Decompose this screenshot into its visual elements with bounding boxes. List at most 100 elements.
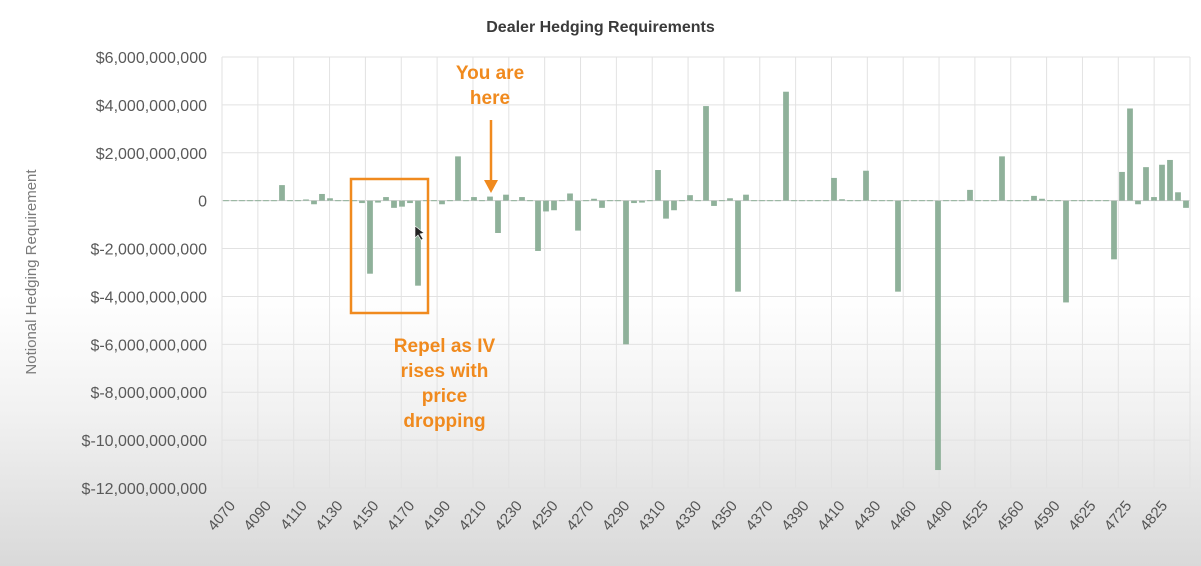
bar	[959, 200, 965, 202]
x-tick-label: 4370	[742, 498, 776, 534]
x-tick-label: 4150	[348, 498, 382, 534]
bar	[1167, 159, 1173, 201]
y-tick-label: $-10,000,000,000	[82, 433, 208, 450]
repel-highlight-box	[349, 177, 430, 315]
bar	[951, 200, 957, 202]
bar	[1151, 197, 1157, 201]
bar	[471, 197, 477, 201]
x-tick-label: 4625	[1065, 498, 1099, 534]
bar	[319, 193, 325, 201]
x-tick-label: 4460	[886, 498, 920, 534]
annotation-line: here	[469, 88, 511, 109]
x-tick-label: 4590	[1029, 498, 1063, 534]
bar	[943, 200, 949, 202]
bar	[271, 200, 277, 202]
bar	[527, 200, 533, 202]
bar	[655, 170, 661, 201]
x-tick-label: 4110	[277, 498, 311, 534]
bar	[423, 200, 429, 202]
x-tick-label: 4390	[778, 498, 812, 534]
bar	[631, 200, 637, 204]
bar	[895, 200, 901, 292]
bar	[343, 200, 349, 202]
bar	[487, 196, 493, 201]
bar	[583, 200, 589, 202]
x-tick-label: 4090	[240, 498, 274, 534]
bar	[751, 200, 757, 202]
bar	[927, 200, 933, 202]
bar	[855, 200, 861, 202]
bar	[647, 200, 653, 202]
bar	[327, 198, 333, 201]
x-tick-label: 4190	[420, 498, 454, 534]
bar	[903, 200, 909, 202]
bar	[711, 200, 717, 206]
bar	[287, 200, 293, 202]
bar	[759, 200, 765, 202]
x-tick-label: 4130	[312, 498, 346, 534]
mouse-cursor-icon	[414, 225, 425, 241]
bar	[783, 91, 789, 201]
bar	[975, 200, 981, 202]
bar	[263, 200, 269, 202]
annotation-line: dropping	[403, 411, 486, 432]
bar	[775, 200, 781, 202]
bar	[375, 200, 381, 203]
x-tick-label: 4525	[957, 498, 991, 534]
bar	[407, 200, 413, 204]
annotations	[349, 120, 498, 315]
annotation-line: Repel as IV	[393, 336, 496, 357]
bar	[839, 199, 845, 201]
bar	[367, 200, 373, 274]
x-tick-label: 4725	[1101, 498, 1135, 534]
x-tick-label: 4210	[456, 498, 490, 534]
bar	[311, 200, 317, 205]
bar	[1023, 200, 1029, 202]
bar	[295, 200, 301, 202]
bar	[567, 193, 573, 201]
bar	[623, 200, 629, 345]
x-tick-label: 4330	[671, 498, 705, 534]
bar	[967, 189, 973, 201]
y-tick-label: $6,000,000,000	[96, 50, 207, 67]
bar	[575, 200, 581, 231]
y-tick-label: $-6,000,000,000	[90, 337, 207, 354]
bar	[511, 200, 517, 202]
bar	[983, 200, 989, 202]
bar	[791, 200, 797, 202]
bar	[1175, 192, 1181, 201]
bar	[1055, 200, 1061, 202]
bar	[991, 200, 997, 202]
bar	[863, 170, 869, 201]
bar	[383, 197, 389, 201]
bar	[335, 200, 341, 202]
bar	[823, 200, 829, 202]
bar	[415, 200, 421, 286]
bar	[231, 200, 237, 202]
bar	[503, 194, 509, 201]
bar	[1183, 200, 1189, 208]
you-are-here-annotation: You are here	[440, 61, 540, 111]
x-tick-label: 4490	[922, 498, 956, 534]
bar	[519, 197, 525, 201]
bar	[479, 200, 485, 202]
bar	[551, 200, 557, 211]
bar	[607, 200, 613, 202]
bar	[1047, 200, 1053, 202]
bar	[1135, 200, 1141, 205]
bar	[1143, 167, 1149, 201]
bar	[1015, 200, 1021, 202]
x-tick-label: 4430	[850, 498, 884, 534]
y-tick-label: $-2,000,000,000	[90, 242, 207, 259]
bar	[223, 200, 229, 202]
bar	[687, 195, 693, 201]
bar	[815, 200, 821, 202]
x-tick-label: 4350	[707, 498, 741, 534]
bar	[743, 194, 749, 201]
bar	[735, 200, 741, 292]
bar	[1111, 200, 1117, 260]
bar	[239, 200, 245, 202]
x-tick-label: 4070	[205, 498, 239, 534]
x-tick-label: 4230	[491, 498, 525, 534]
